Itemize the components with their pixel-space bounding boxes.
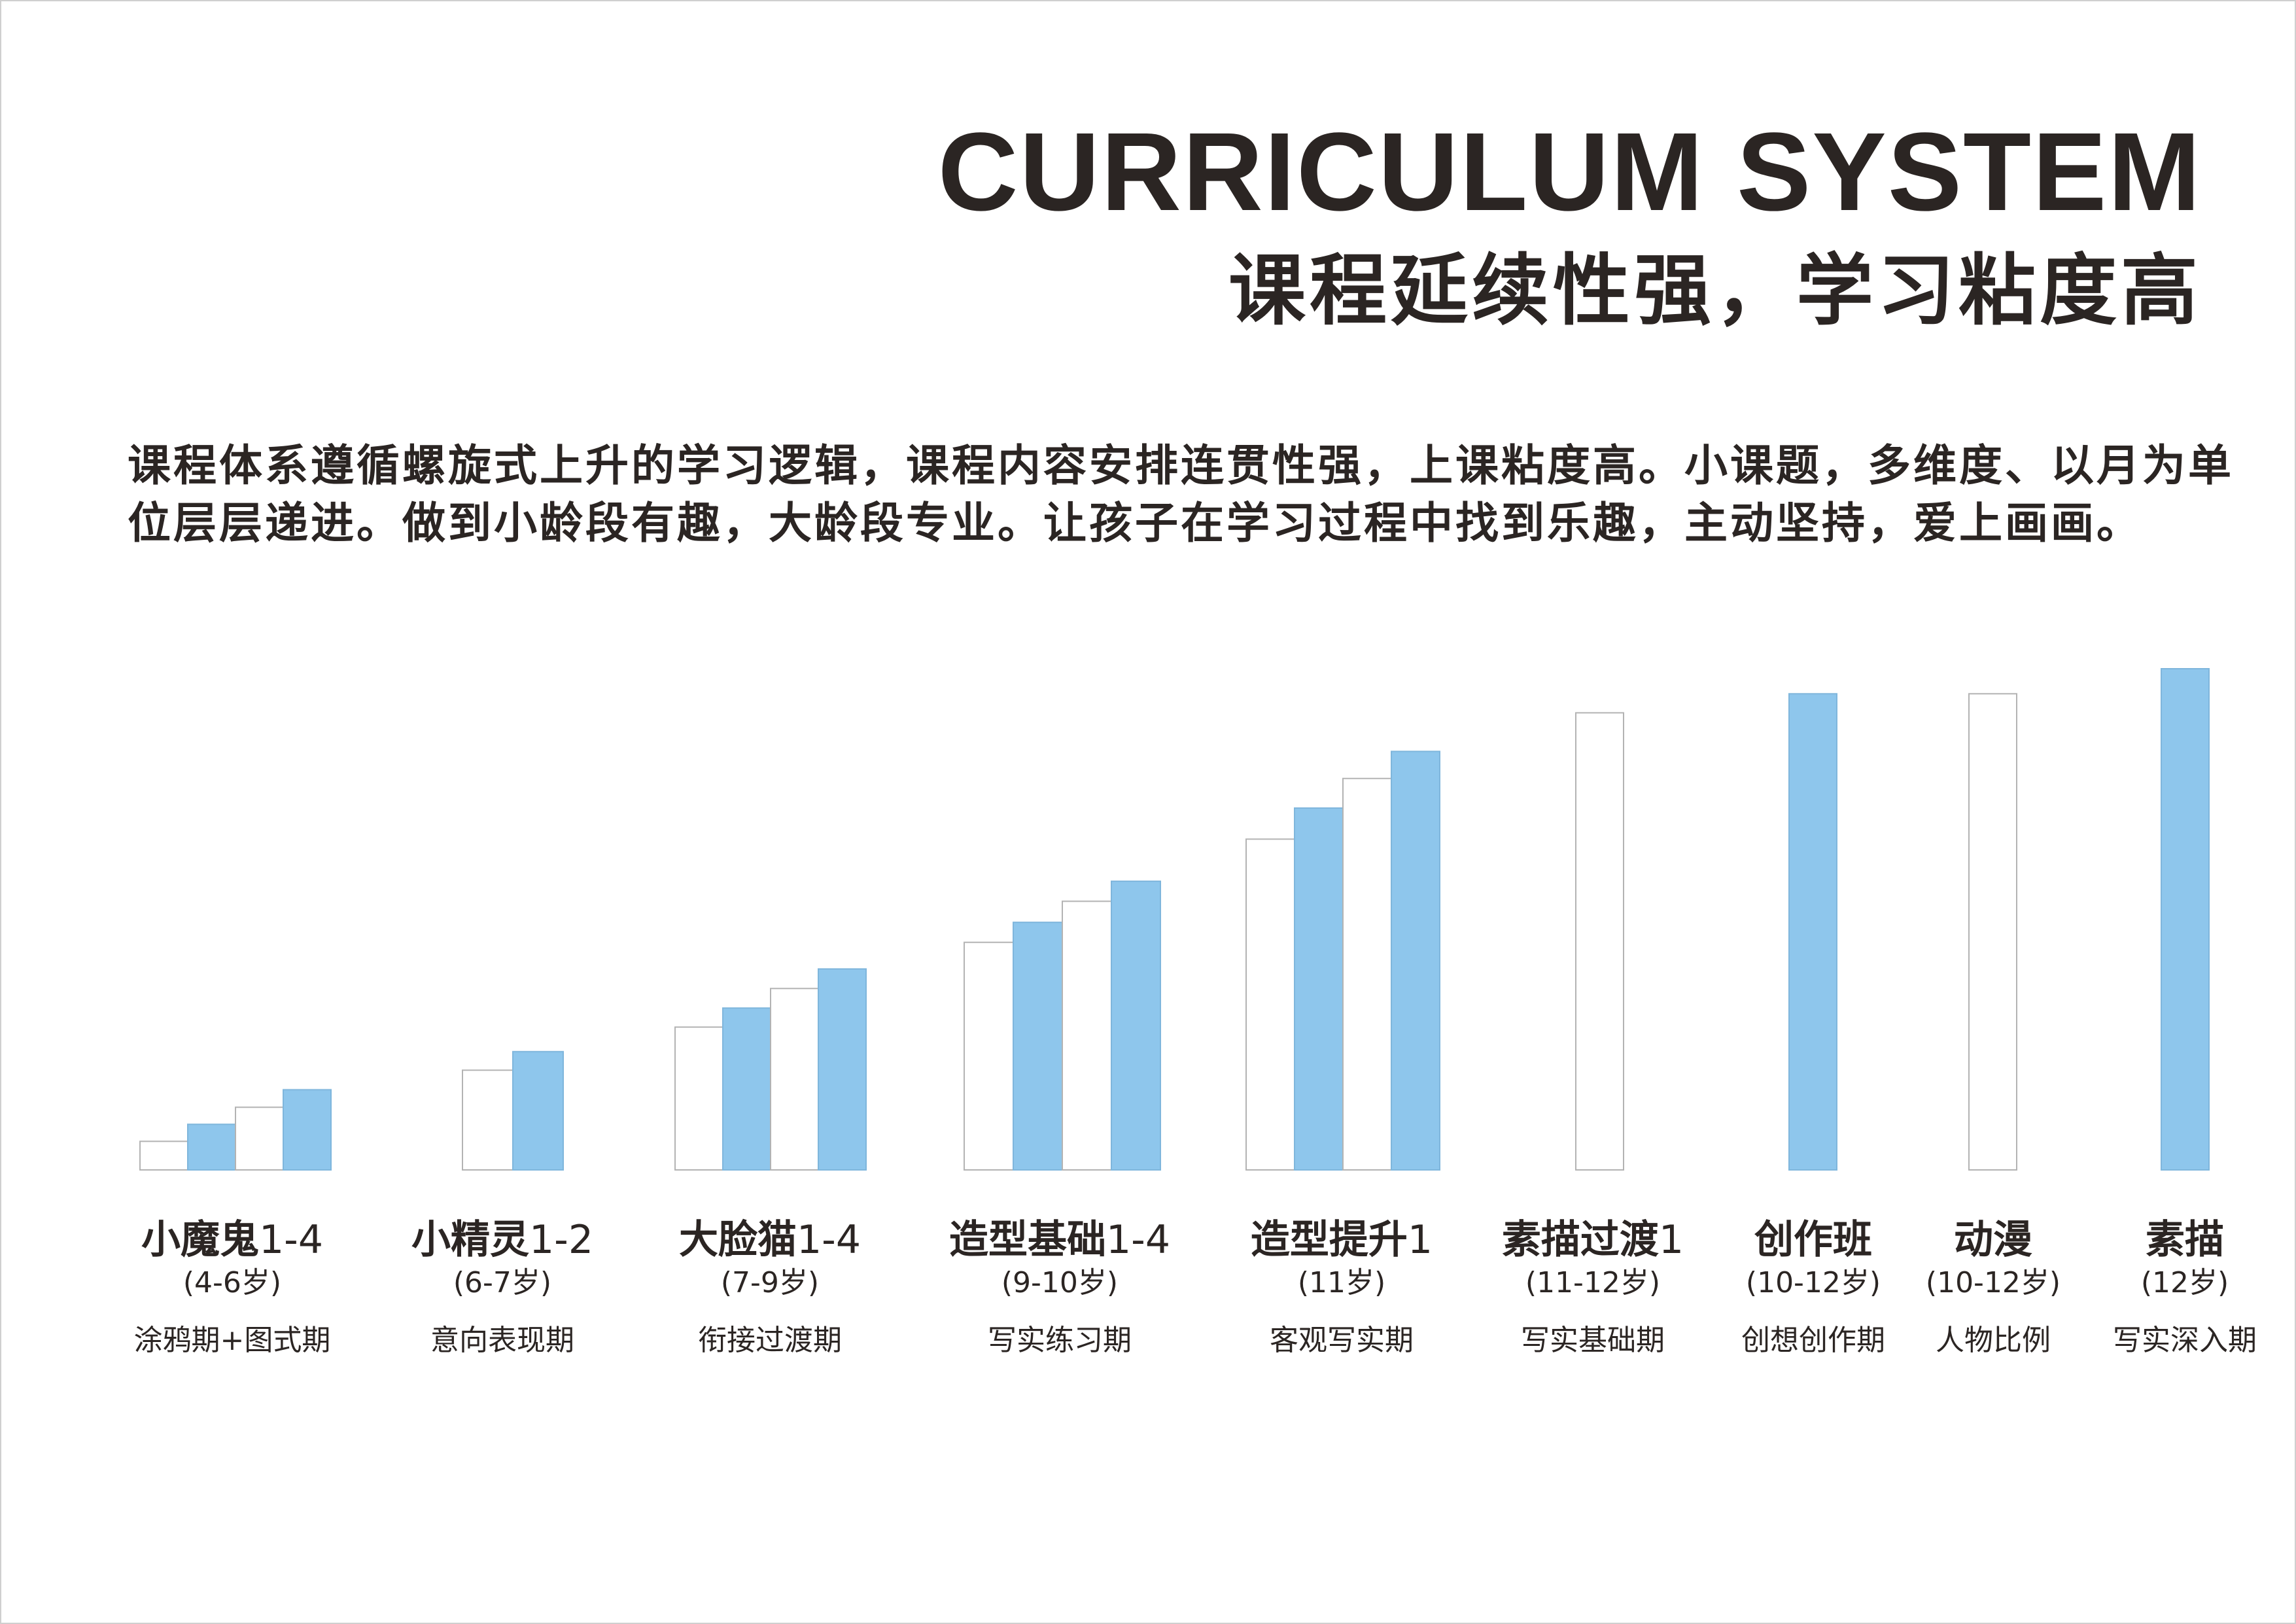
bar-3-2	[723, 1008, 771, 1170]
stage-label: 涂鸦期+图式期	[134, 1324, 331, 1357]
bar-7-1	[1789, 694, 1837, 1170]
bar-1-2	[188, 1124, 235, 1170]
bar-4-4	[1111, 881, 1160, 1170]
bar-6-1	[1576, 713, 1624, 1170]
course-name-label: 造型提升1	[1251, 1217, 1433, 1263]
bar-3-1	[675, 1027, 723, 1170]
bar-4-2	[1013, 923, 1062, 1170]
course-name-label: 素描过渡1	[1502, 1217, 1684, 1263]
course-name-label: 素描	[2146, 1217, 2224, 1263]
age-label: (11-12岁)	[1525, 1266, 1660, 1299]
course-name-label: 大脸猫1-4	[679, 1217, 861, 1263]
age-label: (12岁)	[2141, 1266, 2229, 1299]
course-name-label: 动漫	[1954, 1217, 2032, 1263]
stage-label: 人物比例	[1936, 1324, 2051, 1357]
course-name-label: 小精灵1-2	[411, 1217, 593, 1263]
bar-5-1	[1246, 839, 1295, 1170]
bar-5-2	[1295, 808, 1343, 1170]
bar-4-1	[964, 942, 1013, 1170]
course-name-label: 小魔鬼1-4	[141, 1217, 323, 1263]
bar-2-2	[513, 1051, 563, 1170]
age-label: (7-9岁)	[721, 1266, 819, 1299]
bar-9-1	[2161, 669, 2209, 1170]
bar-5-3	[1343, 779, 1391, 1170]
bar-4-3	[1062, 901, 1111, 1170]
age-label: (9-10岁)	[1001, 1266, 1118, 1299]
bar-3-3	[771, 989, 818, 1170]
stage-label: 写实练习期	[988, 1324, 1132, 1357]
stage-label: 客观写实期	[1270, 1324, 1414, 1357]
bar-1-1	[140, 1141, 188, 1170]
age-label: (11岁)	[1298, 1266, 1385, 1299]
bar-1-3	[235, 1107, 283, 1170]
stage-label: 衔接过渡期	[698, 1324, 842, 1357]
bar-2-1	[462, 1070, 513, 1170]
age-label: (10-12岁)	[1746, 1266, 1881, 1299]
stage-label: 写实深入期	[2113, 1324, 2257, 1357]
stage-label: 意向表现期	[430, 1324, 574, 1357]
course-name-label: 创作班	[1754, 1217, 1872, 1263]
bar-8-1	[1969, 694, 2017, 1170]
stage-label: 创想创作期	[1741, 1324, 1885, 1357]
bar-3-4	[818, 969, 866, 1170]
bar-5-4	[1391, 751, 1440, 1170]
age-label: (10-12岁)	[1926, 1266, 2061, 1299]
course-name-label: 造型基础1-4	[949, 1217, 1170, 1263]
age-label: (6-7岁)	[453, 1266, 551, 1299]
stage-label: 写实基础期	[1521, 1324, 1665, 1357]
age-label: (4-6岁)	[183, 1266, 281, 1299]
bar-1-4	[283, 1089, 331, 1170]
